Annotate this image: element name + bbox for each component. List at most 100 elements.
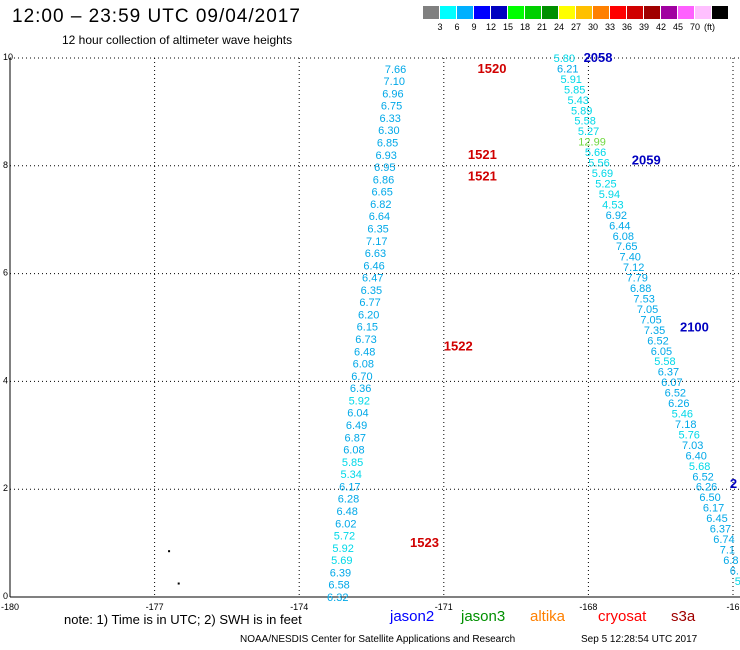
swh-value-label: 6.07 [661, 377, 682, 389]
legend-swatch [695, 6, 711, 19]
stray-point [177, 582, 180, 585]
swh-value-label: 6.37 [710, 524, 731, 536]
legend-label: 12 [485, 22, 496, 32]
time-label: 1521 [468, 147, 497, 162]
swh-value-label: 6.8 [723, 555, 738, 567]
swh-value-label: 7.79 [626, 273, 647, 285]
chart-title: 12:00 – 23:59 UTC 09/04/2017 [12, 6, 301, 27]
swh-value-label: 6.86 [373, 174, 394, 186]
swh-value-label: 7.65 [616, 241, 637, 253]
swh-value-label: 6.36 [350, 383, 371, 395]
swh-value-label: 7.53 [633, 294, 654, 306]
swh-value-label: 6.35 [367, 223, 388, 235]
chart-subtitle: 12 hour collection of altimeter wave hei… [62, 33, 293, 47]
swh-value-label: 5.69 [331, 555, 352, 567]
legend-swatch [678, 6, 694, 19]
legend-swatch [559, 6, 575, 19]
time-label: 1523 [410, 535, 439, 550]
swh-value-label: 6.26 [668, 398, 689, 410]
swh-value-label: 6.77 [359, 297, 380, 309]
legend-swatch [610, 6, 626, 19]
swh-value-label: 6.46 [363, 260, 384, 272]
legend-swatch [593, 6, 609, 19]
x-tick-label: -171 [435, 602, 453, 612]
swh-value-label: 5.68 [689, 461, 710, 473]
swh-value-label: 6.52 [647, 335, 668, 347]
swh-value-label: 7.12 [623, 262, 644, 274]
swh-value-label: 7.17 [366, 236, 387, 248]
swh-value-label: 5.92 [332, 543, 353, 555]
legend-swatch [525, 6, 541, 19]
stray-point [168, 550, 171, 553]
time-label: 1520 [478, 61, 507, 76]
swh-value-label: 6.75 [381, 101, 402, 113]
swh-value-label: 6.39 [330, 567, 351, 579]
legend-swatch [474, 6, 490, 19]
swh-value-label: 6.08 [353, 359, 374, 371]
footer-org: NOAA/NESDIS Center for Satellite Applica… [240, 634, 516, 645]
footer-timestamp: Sep 5 12:28:54 UTC 2017 [581, 634, 698, 645]
swh-value-label: 5.94 [599, 189, 620, 201]
legend-swatch [661, 6, 677, 19]
swh-value-label: 6.65 [371, 187, 392, 199]
swh-value-label: 6.15 [357, 322, 378, 334]
swh-value-label: 5.56 [588, 158, 609, 170]
swh-value-label: 6.52 [692, 471, 713, 483]
swh-value-label: 6.48 [354, 346, 375, 358]
y-tick-label: 2 [3, 483, 8, 493]
swh-value-label: 6.93 [375, 150, 396, 162]
y-tick-label: 10 [3, 52, 13, 62]
satellite-label-jason3: jason3 [461, 608, 506, 625]
legend-label: 24 [553, 22, 564, 32]
legend-swatch [440, 6, 456, 19]
swh-value-label: 6.44 [609, 220, 630, 232]
swh-value-label: 6.20 [358, 309, 379, 321]
swh-value-label: 7.35 [644, 325, 665, 337]
swh-value-label: 6.05 [651, 346, 672, 358]
legend-label: 33 [604, 22, 615, 32]
legend-label: 27 [570, 22, 581, 32]
swh-value-label: 6.52 [665, 388, 686, 400]
swh-value-label: 6.40 [685, 450, 706, 462]
swh-value-label: 5.58 [654, 356, 675, 368]
swh-value-label: 7.18 [675, 419, 696, 431]
swh-value-label: 6.58 [328, 580, 349, 592]
swh-value-label: 7.03 [682, 440, 703, 452]
legend-swatch [457, 6, 473, 19]
swh-value-label: 6.08 [343, 445, 364, 457]
time-label: 2100 [680, 320, 709, 335]
swh-value-label: 6.92 [606, 210, 627, 222]
swh-value-label: 5.91 [561, 74, 582, 86]
swh-value-label: 6.28 [338, 494, 359, 506]
legend-label: 36 [621, 22, 632, 32]
swh-value-label: 5.76 [679, 429, 700, 441]
swh-value-label: 5 [735, 576, 740, 588]
swh-value-label: 6.35 [361, 285, 382, 297]
y-tick-label: 6 [3, 268, 8, 278]
note-text: note: 1) Time is in UTC; 2) SWH is in fe… [64, 612, 302, 627]
y-tick-label: 8 [3, 160, 8, 170]
swh-value-label: 6.04 [347, 408, 368, 420]
swh-value-label: 5.27 [578, 126, 599, 138]
swh-value-label: 6.26 [696, 482, 717, 494]
legend-swatch [644, 6, 660, 19]
swh-value-label: 6.08 [613, 231, 634, 243]
swh-value-label: 7.66 [385, 64, 406, 76]
swh-value-label: 4.53 [602, 199, 623, 211]
legend-swatch [542, 6, 558, 19]
swh-value-label: 5.85 [342, 457, 363, 469]
swh-value-label: 7.40 [620, 252, 641, 264]
time-label: 2059 [632, 152, 661, 167]
y-tick-label: 0 [3, 591, 8, 601]
x-tick-label: -168 [579, 602, 597, 612]
swh-value-label: 6.95 [374, 162, 395, 174]
swh-value-label: 6.70 [351, 371, 372, 383]
swh-value-label: 6.21 [557, 63, 578, 75]
legend-label: 21 [536, 22, 547, 32]
swh-value-label: 5.69 [592, 168, 613, 180]
swh-value-label: 5.25 [595, 178, 616, 190]
swh-value-label: 5.34 [341, 469, 362, 481]
swh-value-label: 12.99 [578, 137, 606, 149]
legend-swatch [491, 6, 507, 19]
